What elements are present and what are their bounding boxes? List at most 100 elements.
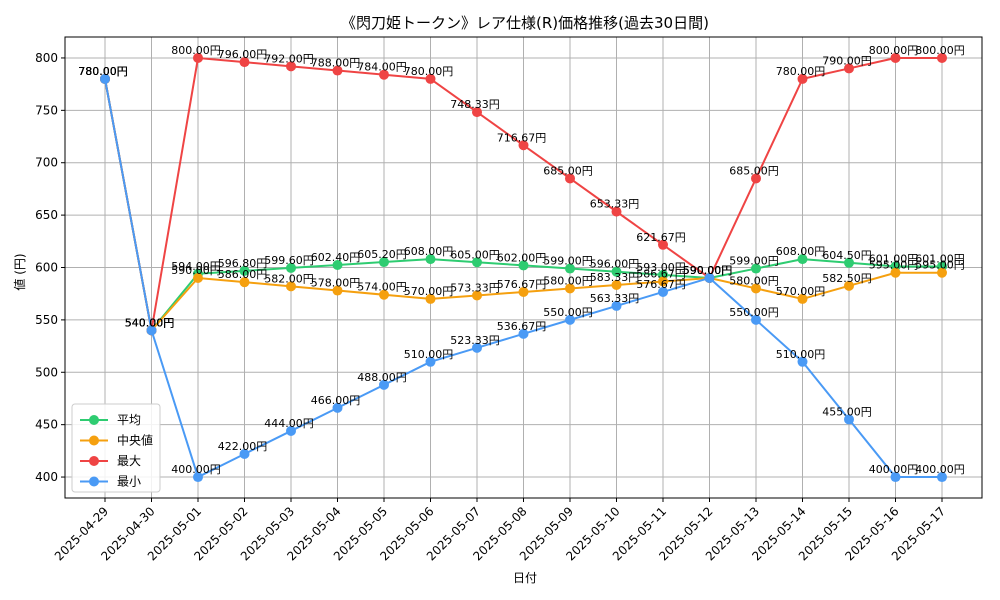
data-point (425, 73, 436, 84)
data-point (751, 263, 761, 274)
data-point (611, 266, 622, 277)
data-label: 573.33円 (450, 281, 500, 294)
data-label: 602.00円 (497, 251, 547, 264)
data-label: 400.00円 (915, 463, 965, 476)
y-tick-label: 550 (35, 313, 58, 327)
data-label: 582.00円 (264, 272, 314, 285)
data-label: 788.00円 (311, 57, 361, 70)
data-label: 540.00円 (125, 316, 175, 329)
data-label: 576.67円 (636, 278, 686, 291)
data-label: 540.00円 (125, 316, 175, 329)
y-tick-label: 400 (35, 470, 58, 484)
data-point (379, 69, 389, 80)
data-label: 593.00円 (636, 261, 686, 274)
data-point (704, 272, 715, 283)
y-axis: 400 450 500 550 600 650 700 750 800 (35, 51, 65, 484)
data-point (751, 283, 761, 294)
data-label: 400.00円 (869, 463, 919, 476)
y-tick-label: 600 (35, 261, 58, 275)
data-label: 578.00円 (311, 277, 361, 290)
data-point (146, 325, 157, 336)
data-label: 590.00円 (683, 264, 733, 277)
data-point (658, 286, 668, 297)
data-point (890, 267, 901, 278)
data-label: 510.00円 (404, 348, 454, 361)
y-tick-label: 800 (35, 51, 58, 65)
data-label: 550.00円 (729, 306, 779, 319)
data-point (937, 52, 947, 63)
chart-title: 《閃刀姫トークン》レア仕様(R)価格推移(過去30日間) (341, 14, 709, 32)
data-label: 540.00円 (125, 316, 175, 329)
data-label: 784.00円 (357, 61, 407, 74)
data-label: 510.00円 (776, 348, 826, 361)
data-label: 570.00円 (776, 285, 826, 298)
data-point (565, 263, 575, 274)
data-point (472, 257, 482, 268)
y-tick-label: 750 (35, 103, 58, 117)
data-point (844, 414, 854, 425)
data-label: 605.00円 (450, 248, 500, 261)
legend-marker (89, 456, 99, 466)
data-label: 550.00円 (543, 306, 593, 319)
data-label: 685.00円 (729, 164, 779, 177)
data-label: 488.00円 (357, 371, 407, 384)
data-point (425, 356, 436, 367)
data-label: 590.00円 (683, 264, 733, 277)
data-point (425, 254, 436, 265)
legend-box (71, 403, 161, 493)
data-point (751, 314, 761, 325)
data-label: 716.67円 (497, 131, 547, 144)
data-label: 466.00円 (311, 394, 361, 407)
data-point (565, 173, 575, 184)
data-point (751, 173, 761, 184)
legend-marker (89, 476, 99, 487)
data-point (611, 206, 622, 217)
series-3 (100, 73, 947, 483)
data-labels: 780.00円 540.00円 594.00円596.80円599.60円602.4… (78, 44, 965, 476)
data-point (518, 140, 529, 151)
data-label: 590.00円 (683, 264, 733, 277)
data-label: 594.00円 (171, 260, 221, 273)
data-point (797, 73, 808, 84)
data-label: 780.00円 (404, 65, 454, 78)
data-point (286, 262, 296, 273)
data-label: 653.33円 (590, 198, 640, 211)
data-point (518, 286, 529, 297)
data-point (797, 356, 808, 367)
data-label: 574.00円 (357, 281, 407, 294)
data-label: 580.00円 (543, 274, 593, 287)
data-label: 599.00円 (729, 255, 779, 268)
x-axis-label: 日付 (513, 571, 537, 585)
data-label: 601.00円 (869, 252, 919, 265)
data-label: 523.33円 (450, 334, 500, 347)
legend-item: 最小 (80, 475, 141, 489)
data-label: 540.00円 (125, 316, 175, 329)
legend-item: 平均 (80, 413, 141, 427)
data-point (239, 448, 250, 459)
y-axis-label: 値 (円) (12, 253, 27, 290)
data-label: 570.00円 (404, 285, 454, 298)
data-point (239, 277, 250, 288)
data-label: 580.00円 (729, 274, 779, 287)
data-label: 536.67円 (497, 320, 547, 333)
data-point (379, 257, 389, 268)
data-point (193, 52, 203, 63)
data-point (565, 283, 575, 294)
y-tick-label: 500 (35, 365, 58, 379)
data-label: 621.67円 (636, 231, 686, 244)
data-label: 563.33円 (590, 292, 640, 305)
data-label: 422.00円 (218, 440, 268, 453)
data-point (286, 61, 296, 72)
data-point (472, 107, 482, 118)
legend-label: 最小 (117, 475, 141, 489)
data-point (425, 293, 436, 304)
data-label: 604.50円 (822, 249, 872, 262)
data-label: 780.00円 (78, 65, 128, 78)
data-label: 796.00円 (218, 48, 268, 61)
data-point (844, 257, 854, 268)
data-label: 590.00円 (683, 264, 733, 277)
data-label: 780.00円 (776, 65, 826, 78)
data-label: 800.00円 (869, 44, 919, 57)
